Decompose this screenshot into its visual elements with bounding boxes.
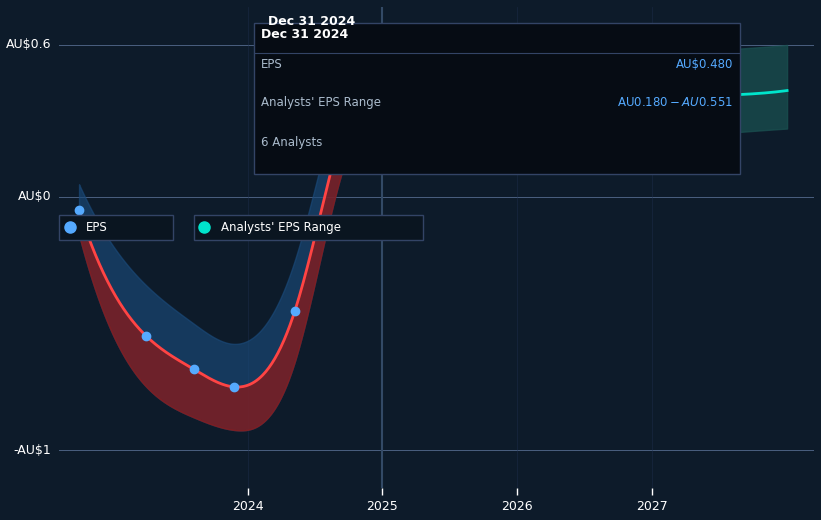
FancyBboxPatch shape	[59, 215, 173, 240]
Point	[187, 365, 200, 373]
FancyBboxPatch shape	[255, 23, 740, 174]
Text: EPS: EPS	[261, 58, 283, 71]
Text: AU$0: AU$0	[17, 190, 51, 203]
Text: 6 Analysts: 6 Analysts	[261, 136, 323, 149]
Text: Analysts' EPS Range: Analysts' EPS Range	[261, 96, 381, 109]
Point	[72, 205, 85, 214]
Text: Actual: Actual	[343, 52, 380, 65]
FancyBboxPatch shape	[194, 215, 423, 240]
Text: Dec 31 2024: Dec 31 2024	[261, 29, 348, 42]
Point	[140, 332, 153, 341]
Text: -AU$1: -AU$1	[13, 444, 51, 457]
Point	[376, 147, 389, 155]
Point	[288, 307, 301, 315]
Text: Dec 31 2024: Dec 31 2024	[268, 15, 355, 28]
Text: Analysts Forecasts: Analysts Forecasts	[388, 57, 498, 70]
Point	[376, 71, 389, 80]
Text: AU$0.180 - AU$0.551: AU$0.180 - AU$0.551	[617, 96, 733, 109]
Point	[645, 99, 658, 107]
Point	[511, 122, 524, 130]
Text: EPS: EPS	[85, 221, 108, 234]
Text: AU$0.6: AU$0.6	[6, 38, 51, 51]
Text: Analysts' EPS Range: Analysts' EPS Range	[221, 221, 341, 234]
Point	[227, 383, 241, 391]
Point	[376, 71, 389, 80]
Point	[342, 104, 355, 112]
Text: AU$0.480: AU$0.480	[676, 58, 733, 71]
